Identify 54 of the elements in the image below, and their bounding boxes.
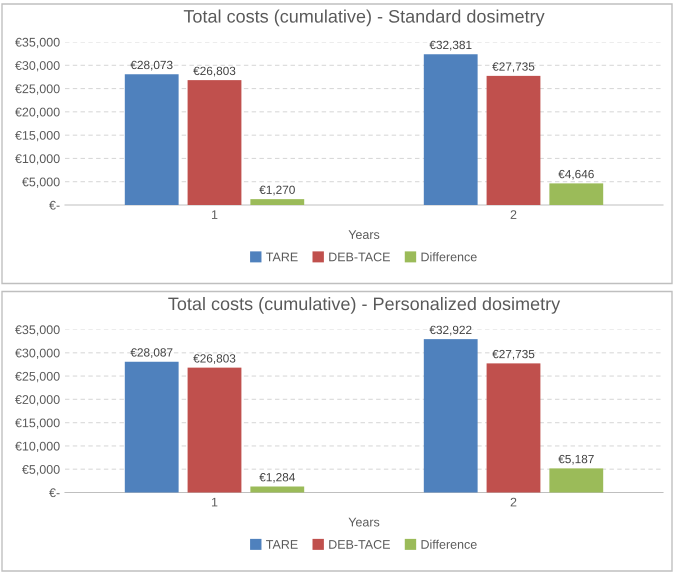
y-tick-label: €10,000	[15, 154, 60, 165]
legend-label: Difference	[422, 252, 477, 262]
y-tick-label: €20,000	[15, 108, 60, 118]
legend-label: DEB-TACE	[329, 540, 390, 549]
data-label: €26,803	[193, 354, 236, 364]
bar	[250, 199, 304, 205]
bar	[124, 74, 179, 205]
bar	[424, 54, 478, 205]
y-tick-label: €15,000	[15, 418, 60, 429]
data-label: €32,922	[429, 326, 472, 336]
chart-title: Total costs (cumulative) - Standard dosimetry	[184, 9, 545, 26]
bar	[124, 362, 179, 492]
bar	[424, 339, 478, 492]
y-tick-label: €5,000	[22, 178, 60, 188]
data-label: €5,187	[558, 454, 594, 465]
data-label: €27,735	[492, 62, 534, 72]
x-tick-label: 2	[510, 498, 516, 506]
y-tick-label: €35,000	[15, 325, 60, 336]
y-tick-label: €25,000	[15, 372, 60, 382]
data-label: €1,270	[259, 186, 295, 196]
y-tick-label: €5,000	[22, 465, 60, 476]
y-tick-label: €25,000	[15, 84, 60, 95]
y-tick-label: €35,000	[15, 38, 60, 48]
bar	[486, 363, 540, 492]
bar	[549, 468, 604, 492]
y-tick-label: €30,000	[15, 348, 60, 359]
data-label: €28,073	[130, 60, 173, 71]
bar	[486, 76, 540, 205]
data-label: €4,646	[558, 170, 594, 180]
bar	[188, 368, 242, 492]
data-label: €27,735	[492, 350, 534, 360]
data-label: €26,803	[193, 66, 236, 76]
y-tick-label: €-	[49, 488, 60, 498]
y-tick-label: €10,000	[15, 442, 60, 452]
y-tick-label: €30,000	[15, 61, 60, 72]
legend-label: TARE	[266, 252, 298, 262]
y-tick-label: €15,000	[15, 130, 60, 142]
x-tick-label: 1	[212, 210, 218, 219]
data-label: €32,381	[429, 40, 472, 50]
legend-label: TARE	[266, 540, 298, 549]
chart-title: Total costs (cumulative) - Personalized dosimetry	[168, 296, 560, 314]
data-label: €28,087	[130, 348, 172, 358]
x-axis-title: Years	[348, 518, 380, 527]
legend-label: DEB-TACE	[329, 252, 390, 262]
x-tick-label: 2	[510, 210, 516, 219]
y-tick-label: €20,000	[15, 395, 60, 406]
bar	[188, 80, 242, 205]
bar	[250, 486, 304, 492]
data-label: €1,284	[259, 473, 295, 483]
bar	[549, 183, 604, 205]
legend-label: Difference	[422, 540, 477, 549]
y-tick-label: €-	[49, 200, 60, 210]
x-tick-label: 1	[212, 498, 218, 506]
x-axis-title: Years	[348, 230, 380, 240]
